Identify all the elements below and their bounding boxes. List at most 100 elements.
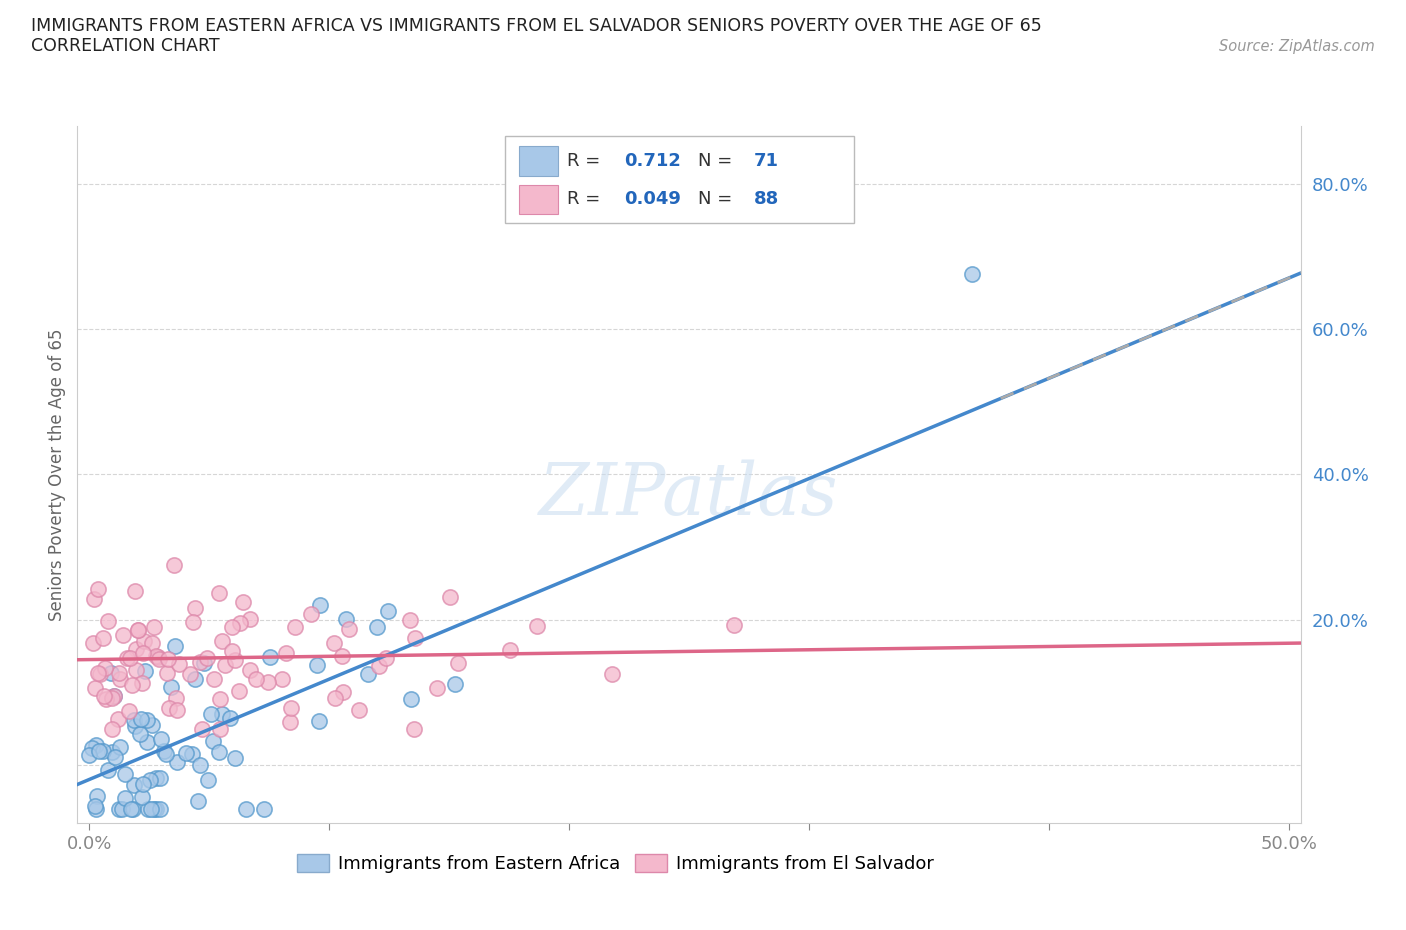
Point [323, 691, 346, 706]
FancyBboxPatch shape [519, 185, 558, 214]
Point [218, 711, 240, 725]
Point [221, 644, 243, 658]
Point [446, 656, 468, 671]
Point [84, 737, 107, 752]
Point [131, 676, 153, 691]
Point [124, 718, 146, 733]
Point [193, 656, 215, 671]
Point [89, 666, 111, 681]
Point [239, 612, 262, 627]
Point [723, 618, 745, 632]
Point [332, 684, 354, 699]
Point [399, 613, 422, 628]
Point [349, 703, 371, 718]
Point [274, 645, 297, 660]
Point [82, 635, 104, 650]
Point [129, 726, 152, 741]
Point [97, 763, 120, 777]
FancyBboxPatch shape [506, 136, 853, 223]
Point [181, 747, 204, 762]
Point [157, 700, 180, 715]
Point [118, 650, 141, 665]
Text: R =: R = [567, 191, 600, 208]
Point [121, 678, 143, 693]
Point [122, 777, 145, 792]
Point [299, 606, 322, 621]
Point [184, 671, 207, 686]
Point [131, 790, 153, 804]
Point [439, 589, 461, 604]
Point [166, 702, 188, 717]
Point [87, 581, 110, 596]
Point [239, 663, 262, 678]
Point [110, 739, 132, 754]
Point [139, 801, 162, 816]
Point [377, 604, 399, 618]
Point [167, 657, 190, 671]
Point [118, 704, 141, 719]
Point [156, 665, 179, 680]
Point [93, 689, 115, 704]
Text: 71: 71 [754, 153, 779, 170]
Point [960, 267, 983, 282]
Legend: Immigrants from Eastern Africa, Immigrants from El Salvador: Immigrants from Eastern Africa, Immigran… [290, 847, 942, 881]
Point [211, 633, 233, 648]
Point [357, 667, 380, 682]
Point [86, 789, 108, 804]
Point [160, 679, 183, 694]
Point [232, 595, 254, 610]
Point [129, 712, 152, 727]
Point [166, 754, 188, 769]
Text: 0.049: 0.049 [624, 191, 681, 208]
Point [228, 684, 250, 699]
Point [146, 650, 169, 665]
Point [499, 643, 522, 658]
Point [108, 801, 131, 816]
Point [131, 777, 153, 791]
Point [188, 655, 211, 670]
Point [83, 591, 105, 606]
Point [136, 735, 159, 750]
Text: ZIPatlas: ZIPatlas [538, 460, 839, 530]
Text: CORRELATION CHART: CORRELATION CHART [31, 37, 219, 55]
Point [149, 731, 172, 746]
Point [221, 619, 243, 634]
Point [184, 600, 207, 615]
Point [208, 721, 231, 736]
Point [124, 583, 146, 598]
Point [157, 652, 180, 667]
Point [253, 801, 276, 816]
Point [103, 688, 125, 703]
Point [103, 688, 125, 703]
Point [322, 635, 344, 650]
Point [114, 791, 136, 806]
Point [337, 622, 360, 637]
Point [211, 706, 233, 721]
Point [145, 649, 167, 664]
Point [174, 745, 197, 760]
Point [245, 671, 267, 686]
Point [600, 667, 623, 682]
Point [149, 801, 172, 816]
Text: Source: ZipAtlas.com: Source: ZipAtlas.com [1219, 39, 1375, 54]
Point [181, 615, 204, 630]
Y-axis label: Seniors Poverty Over the Age of 65: Seniors Poverty Over the Age of 65 [48, 328, 66, 620]
Point [117, 651, 139, 666]
Text: 0.712: 0.712 [624, 153, 681, 170]
Point [139, 773, 162, 788]
Point [200, 707, 222, 722]
Point [101, 690, 124, 705]
Text: 88: 88 [754, 191, 779, 208]
Point [122, 801, 145, 816]
Point [165, 639, 187, 654]
Point [526, 618, 548, 633]
Point [201, 734, 224, 749]
Point [145, 770, 167, 785]
Point [163, 558, 186, 573]
Point [143, 801, 166, 816]
Point [224, 653, 246, 668]
Point [191, 721, 214, 736]
Point [259, 649, 281, 664]
Point [309, 598, 332, 613]
Point [152, 743, 174, 758]
